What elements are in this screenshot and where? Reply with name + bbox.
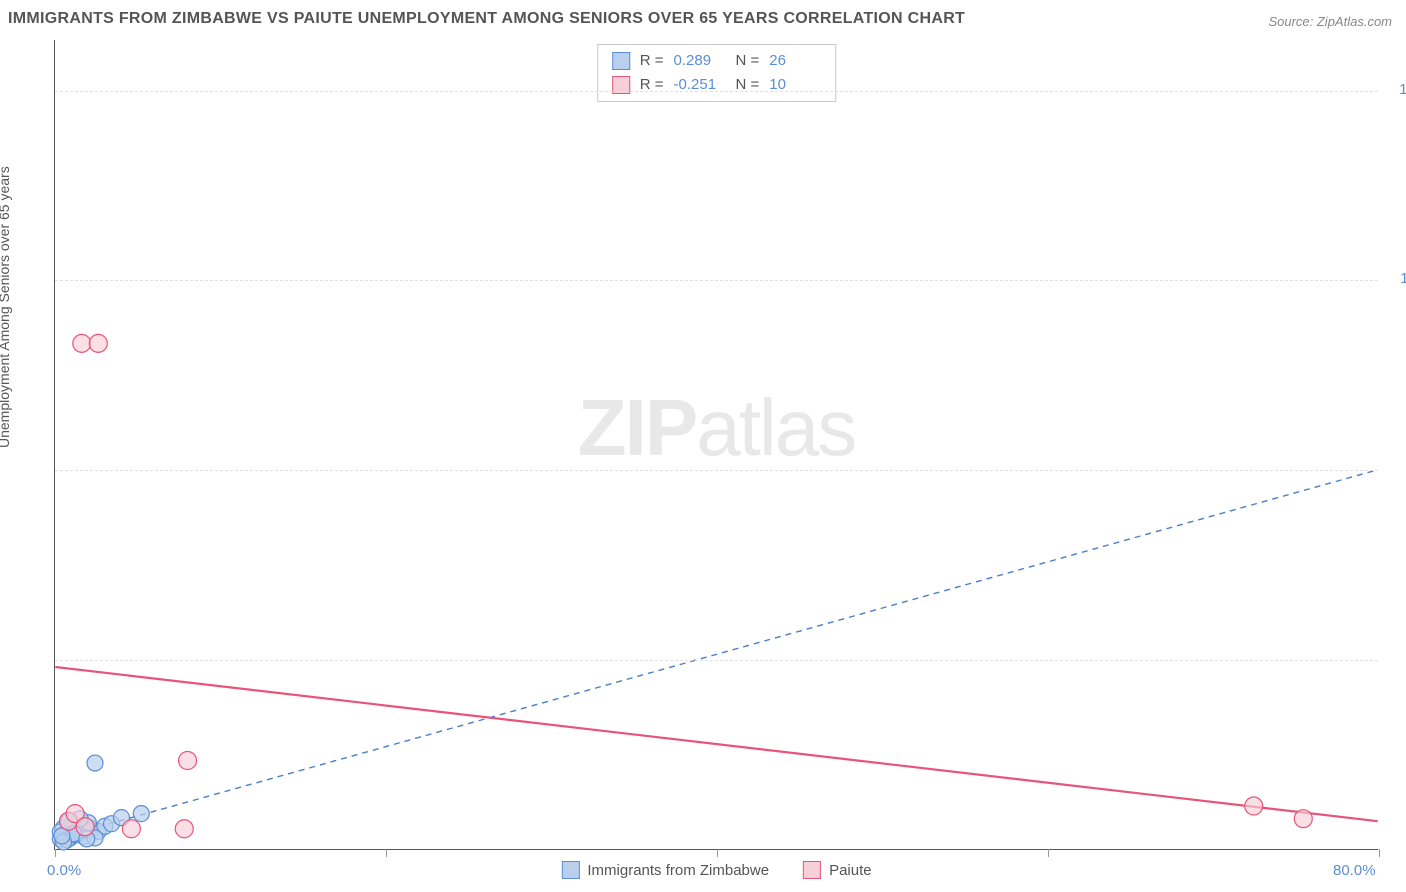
- y-axis-label: Unemployment Among Seniors over 65 years: [0, 166, 12, 448]
- gridline: [55, 91, 1378, 92]
- data-point: [73, 334, 91, 352]
- y-tick-label: 75.0%: [1388, 460, 1406, 477]
- legend-item: Paiute: [803, 861, 872, 879]
- data-point: [87, 755, 103, 771]
- data-point: [76, 818, 94, 836]
- legend-label: Immigrants from Zimbabwe: [587, 862, 769, 879]
- data-point: [133, 806, 149, 822]
- x-tick-label: 80.0%: [1333, 862, 1376, 879]
- source-attribution: Source: ZipAtlas.com: [1268, 14, 1392, 29]
- x-tick: [386, 849, 387, 857]
- data-point: [89, 334, 107, 352]
- chart-container: IMMIGRANTS FROM ZIMBABWE VS PAIUTE UNEMP…: [0, 0, 1406, 892]
- swatch-icon: [561, 861, 579, 879]
- y-tick-label: 150.0%: [1388, 81, 1406, 98]
- plot-svg: [55, 40, 1378, 849]
- legend-series: Immigrants from Zimbabwe Paiute: [561, 861, 871, 879]
- data-point: [1245, 797, 1263, 815]
- x-tick: [1048, 849, 1049, 857]
- x-tick: [717, 849, 718, 857]
- trend-line: [55, 667, 1377, 821]
- chart-title: IMMIGRANTS FROM ZIMBABWE VS PAIUTE UNEMP…: [8, 10, 965, 28]
- trend-line: [55, 470, 1377, 839]
- x-tick-label: 0.0%: [47, 862, 81, 879]
- legend-item: Immigrants from Zimbabwe: [561, 861, 769, 879]
- data-point: [122, 820, 140, 838]
- data-point: [175, 820, 193, 838]
- gridline: [55, 660, 1378, 661]
- plot-area: ZIPatlas R = 0.289 N = 26 R = -0.251 N =…: [54, 40, 1378, 850]
- y-tick-label: 112.5%: [1388, 270, 1406, 287]
- x-tick: [55, 849, 56, 857]
- legend-label: Paiute: [829, 862, 872, 879]
- gridline: [55, 280, 1378, 281]
- data-point: [1294, 810, 1312, 828]
- data-point: [179, 752, 197, 770]
- y-tick-label: 37.5%: [1388, 650, 1406, 667]
- x-tick: [1379, 849, 1380, 857]
- swatch-icon: [803, 861, 821, 879]
- gridline: [55, 470, 1378, 471]
